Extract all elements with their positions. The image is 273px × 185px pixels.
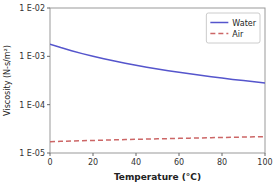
x-tick-label: 60 xyxy=(174,158,184,167)
legend: Water Air xyxy=(206,13,260,43)
legend-label: Air xyxy=(232,30,244,39)
y-tick-label: 1 E-02 xyxy=(19,4,45,13)
y-axis-label: Viscosity (N-s/m²) xyxy=(3,45,12,116)
x-axis-label: Temperature (°C) xyxy=(114,172,201,182)
x-tick xyxy=(136,153,137,156)
legend-swatch xyxy=(210,22,228,24)
x-tick xyxy=(93,153,94,156)
y-tick xyxy=(47,153,50,154)
y-tick-label: 1 E-03 xyxy=(19,52,45,61)
plot-frame xyxy=(50,8,265,153)
series-line xyxy=(50,137,265,142)
series-line xyxy=(50,44,265,83)
x-tick xyxy=(179,153,180,156)
y-tick xyxy=(47,104,50,105)
x-tick-label: 80 xyxy=(217,158,227,167)
x-tick-label: 20 xyxy=(88,158,98,167)
x-tick xyxy=(265,153,266,156)
chart: 0 20 40 60 80 100 1 E-05 1 E-04 1 E-03 1 E-02 Temp… xyxy=(0,0,273,185)
x-tick-label: 100 xyxy=(257,158,272,167)
legend-box xyxy=(206,13,260,43)
legend-label: Water xyxy=(232,19,256,28)
x-tick-label: 40 xyxy=(131,158,141,167)
y-tick xyxy=(47,8,50,9)
legend-swatch xyxy=(210,33,228,35)
x-tick-label: 0 xyxy=(47,158,52,167)
x-tick xyxy=(222,153,223,156)
y-tick xyxy=(47,56,50,57)
y-tick-label: 1 E-04 xyxy=(19,101,45,110)
legend-items: Water Air xyxy=(210,19,256,39)
y-tick-label: 1 E-05 xyxy=(19,149,45,158)
plot-lines xyxy=(50,44,265,142)
